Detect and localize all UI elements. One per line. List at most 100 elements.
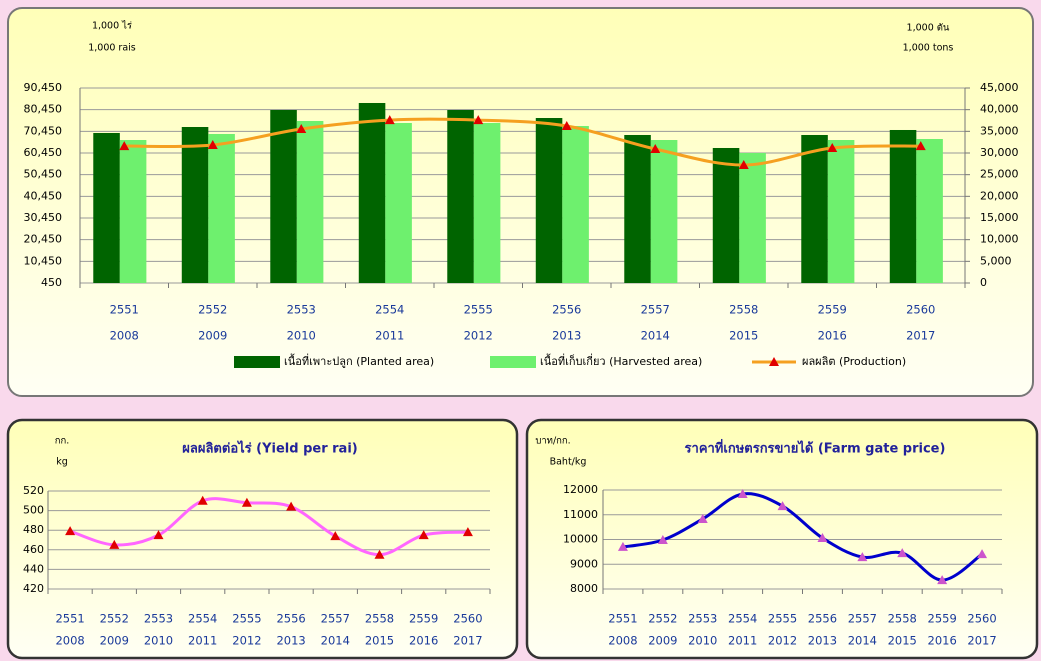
marker: [330, 531, 341, 541]
marker: [937, 575, 948, 585]
bar: [358, 102, 386, 283]
bar: [296, 120, 324, 283]
marker: [915, 141, 926, 151]
marker: [617, 541, 628, 551]
y-tick-label: 50,450: [24, 168, 63, 181]
x-tick-label: 2558: [365, 612, 394, 626]
marker: [462, 527, 473, 537]
x-tick-label: 2559: [928, 612, 957, 626]
x-tick-label: 2557: [641, 303, 670, 317]
y-unit: Baht/kg: [550, 457, 587, 468]
marker: [977, 549, 988, 559]
x-tick-label: 2554: [375, 303, 404, 317]
y2-tick-label: 25,000: [980, 168, 1019, 181]
x-tick-label: 2557: [848, 612, 877, 626]
x-tick-label: 2559: [409, 612, 438, 626]
bar: [712, 147, 740, 283]
marker: [473, 115, 484, 125]
x-tick-label: 2551: [55, 612, 84, 626]
marker: [777, 501, 788, 511]
x-tick-label: 2012: [768, 634, 797, 648]
marker: [286, 501, 297, 511]
y-unit: 1,000 rais: [88, 43, 136, 54]
marker: [119, 141, 130, 151]
bar: [535, 118, 563, 283]
marker: [374, 549, 385, 559]
y-tick-label: 30,450: [24, 211, 63, 224]
y2-tick-label: 5,000: [980, 254, 1012, 267]
x-tick-label: 2556: [276, 612, 305, 626]
x-tick-label: 2560: [967, 612, 996, 626]
marker: [561, 121, 572, 131]
x-tick-label: 2008: [110, 329, 139, 343]
x-tick-label: 2010: [688, 634, 717, 648]
bar: [181, 127, 209, 283]
x-tick-label: 2009: [198, 329, 227, 343]
marker: [241, 497, 252, 507]
bar: [739, 153, 766, 283]
y-unit: 1,000 ไร่: [92, 20, 132, 32]
y2-tick-label: 45,000: [980, 81, 1019, 94]
x-tick-label: 2556: [552, 303, 581, 317]
x-tick-label: 2555: [464, 303, 493, 317]
y2-tick-label: 0: [980, 276, 987, 289]
marker: [65, 526, 76, 536]
x-tick-label: 2015: [888, 634, 917, 648]
y-tick-label: 10,450: [24, 254, 63, 267]
x-tick-label: 2016: [818, 329, 847, 343]
bar: [447, 109, 474, 283]
marker: [737, 488, 748, 498]
bar: [916, 139, 943, 283]
marker: [384, 115, 395, 125]
x-tick-label: 2560: [453, 612, 482, 626]
bar: [385, 122, 412, 283]
y-tick-label: 60,450: [24, 146, 63, 159]
x-tick-label: 2551: [110, 303, 139, 317]
y-unit: kg: [56, 457, 68, 468]
y-tick-label: 8000: [570, 582, 598, 595]
y-tick-label: 420: [23, 582, 44, 595]
x-tick-label: 2009: [100, 634, 129, 648]
legend-label: เนื้อที่เพาะปลูก (Planted area): [284, 353, 434, 368]
y2-tick-label: 20,000: [980, 189, 1019, 202]
marker: [418, 530, 429, 540]
x-tick-label: 2558: [888, 612, 917, 626]
x-tick-label: 2554: [188, 612, 217, 626]
y2-tick-label: 40,000: [980, 103, 1019, 116]
bar: [624, 134, 651, 283]
y-tick-label: 9000: [570, 557, 598, 570]
y2-unit: 1,000 tons: [903, 43, 954, 54]
y-unit: บาท/กก.: [535, 436, 570, 447]
bar: [473, 122, 501, 283]
x-tick-label: 2556: [808, 612, 837, 626]
x-tick-label: 2012: [232, 634, 261, 648]
x-tick-label: 2015: [365, 634, 394, 648]
marker: [857, 552, 868, 562]
x-tick-label: 2013: [552, 329, 581, 343]
legend-swatch: [769, 357, 779, 366]
y2-tick-label: 35,000: [980, 124, 1019, 137]
x-tick-label: 2014: [848, 634, 877, 648]
bar: [889, 129, 917, 283]
x-tick-label: 2011: [188, 634, 217, 648]
y-tick-label: 520: [23, 484, 44, 497]
line: [69, 497, 468, 557]
bar: [270, 109, 297, 283]
y-unit: กก.: [55, 436, 70, 447]
y2-tick-label: 10,000: [980, 233, 1019, 246]
x-tick-label: 2014: [321, 634, 350, 648]
y2-tick-label: 30,000: [980, 146, 1019, 159]
legend-label: ผลผลิต (Production): [802, 355, 906, 368]
panel: [6, 418, 519, 660]
marker: [817, 533, 828, 543]
x-tick-label: 2016: [409, 634, 438, 648]
y-tick-label: 500: [23, 504, 44, 517]
x-tick-label: 2017: [453, 634, 482, 648]
line: [124, 117, 921, 167]
x-tick-label: 2553: [688, 612, 717, 626]
marker: [827, 143, 838, 153]
line: [622, 492, 983, 582]
x-tick-label: 2009: [648, 634, 677, 648]
y-tick-label: 460: [23, 543, 44, 556]
